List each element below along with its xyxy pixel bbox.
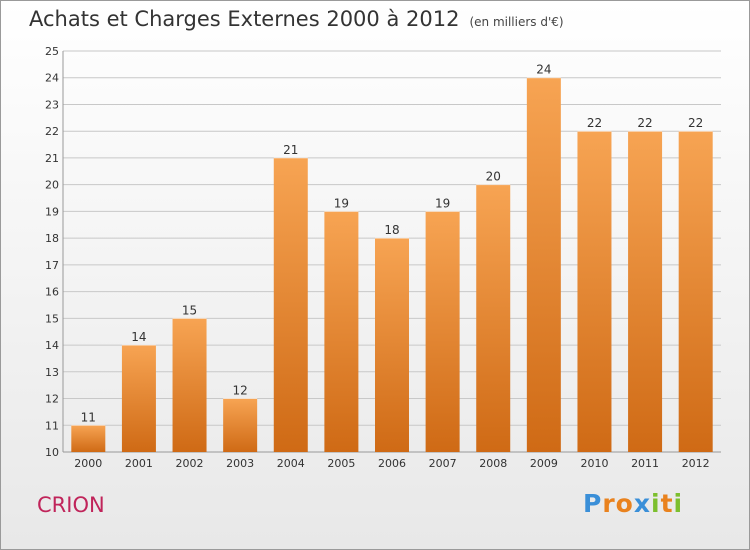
y-tick-label: 25 (45, 45, 59, 58)
x-tick-label: 2008 (479, 457, 507, 470)
bar-value-label: 22 (688, 116, 703, 130)
x-tick-label: 2009 (530, 457, 558, 470)
y-tick-label: 18 (45, 232, 59, 245)
x-tick-label: 2011 (631, 457, 659, 470)
bar-value-label: 24 (536, 63, 551, 77)
bar-value-label: 18 (384, 223, 399, 237)
bar-value-label: 20 (486, 170, 501, 184)
y-tick-label: 22 (45, 125, 59, 138)
bar (121, 345, 156, 452)
bar-value-label: 11 (81, 410, 96, 424)
x-tick-label: 2003 (226, 457, 254, 470)
y-tick-label: 16 (45, 286, 59, 299)
logo-letter: t (660, 489, 674, 518)
bar-value-label: 12 (233, 384, 248, 398)
bar (324, 211, 359, 452)
bar-value-label: 19 (334, 196, 349, 210)
bar-chart: 10 11 12 13 14 15 16 17 18 19 20 21 22 23 24 25 11 2000 14… (45, 45, 721, 470)
bar-value-label: 19 (435, 196, 450, 210)
bar (223, 398, 258, 452)
x-tick-label: 2012 (682, 457, 710, 470)
x-tick-label: 2010 (580, 457, 608, 470)
bar (172, 318, 207, 452)
y-tick-label: 14 (45, 339, 59, 352)
x-tick-label: 2004 (277, 457, 305, 470)
x-tick-label: 2000 (74, 457, 102, 470)
y-tick-label: 12 (45, 393, 59, 406)
bar (577, 131, 612, 452)
y-tick-label: 15 (45, 312, 59, 325)
logo-letter: x (633, 489, 651, 518)
y-tick-label: 24 (45, 72, 59, 85)
y-tick-label: 13 (45, 366, 59, 379)
logo-letter: o (615, 489, 634, 518)
chart-title-text: Achats et Charges Externes 2000 à 2012 (29, 7, 460, 31)
bar (628, 131, 663, 452)
chart-unit-label: (en milliers d'€) (469, 15, 564, 29)
bar-value-label: 22 (587, 116, 602, 130)
x-tick-label: 2005 (327, 457, 355, 470)
bar (71, 425, 106, 452)
logo-letter: i (651, 489, 661, 518)
bar (678, 131, 713, 452)
y-tick-label: 17 (45, 259, 59, 272)
logo-letter: r (602, 489, 616, 518)
x-tick-label: 2007 (429, 457, 457, 470)
bar (273, 157, 308, 452)
y-tick-label: 23 (45, 98, 59, 111)
logo-letter: P (583, 489, 603, 518)
place-name: CRION (37, 493, 105, 517)
y-tick-label: 21 (45, 152, 59, 165)
bar (375, 238, 409, 452)
proxiti-logo: Proxiti (583, 489, 683, 518)
bar-value-label: 21 (283, 143, 298, 157)
y-tick-label: 19 (45, 205, 59, 218)
bar-value-label: 14 (131, 330, 146, 344)
x-tick-label: 2006 (378, 457, 406, 470)
bar-value-label: 22 (637, 116, 652, 130)
y-tick-label: 11 (45, 419, 59, 432)
bar (425, 211, 460, 452)
x-tick-label: 2001 (125, 457, 153, 470)
chart-title: Achats et Charges Externes 2000 à 2012 (e… (29, 7, 564, 31)
y-tick-label: 20 (45, 179, 59, 192)
logo-letter: i (673, 489, 684, 518)
y-tick-label: 10 (45, 446, 59, 459)
x-tick-label: 2002 (176, 457, 204, 470)
bar (476, 184, 511, 452)
bar (526, 77, 561, 452)
bar-value-label: 15 (182, 303, 197, 317)
